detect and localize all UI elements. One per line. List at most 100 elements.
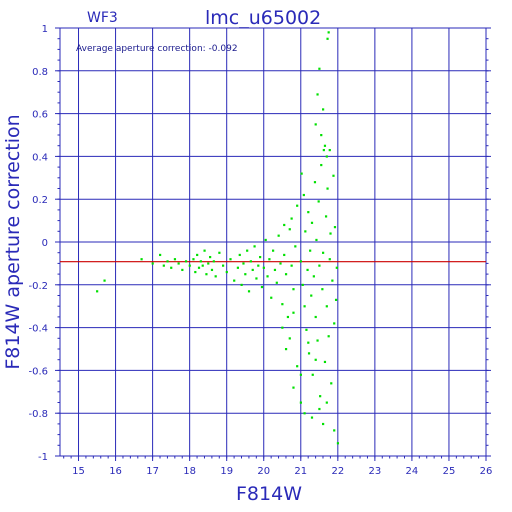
data-point [299, 401, 302, 404]
data-point [240, 283, 243, 286]
data-point [247, 290, 251, 293]
data-point [205, 273, 208, 276]
data-point [203, 249, 206, 252]
data-point [283, 223, 286, 227]
data-point [296, 204, 299, 207]
data-point [299, 260, 302, 263]
data-point [317, 200, 320, 203]
data-point [329, 232, 332, 235]
data-point [300, 172, 303, 175]
data-point [268, 258, 271, 261]
x-tick-label: 17 [146, 466, 159, 477]
data-point [326, 37, 329, 40]
data-point [334, 298, 338, 301]
data-point [264, 238, 267, 242]
data-point [159, 253, 162, 257]
tick-label-layer: 15 16 17 18 19 20 21 22 23 24 25 26 -1 -0.8 -0.6 -0.4 -0… [28, 24, 492, 477]
data-point [266, 275, 269, 278]
data-point [140, 258, 143, 261]
data-point [310, 416, 314, 419]
data-point [210, 268, 214, 272]
data-point [221, 264, 225, 267]
data-point [212, 260, 215, 263]
data-point [284, 348, 288, 351]
data-point [270, 296, 273, 299]
data-point [310, 221, 314, 224]
data-point [251, 268, 254, 272]
x-tick-label: 16 [109, 466, 122, 477]
data-point [303, 412, 306, 415]
data-point [307, 341, 310, 344]
data-point [253, 245, 256, 248]
x-axis-label: F814W [236, 483, 302, 505]
data-point [260, 285, 264, 289]
data-point [288, 228, 291, 231]
x-tick-label: 22 [331, 466, 344, 477]
data-point [332, 174, 335, 177]
data-point [304, 230, 307, 233]
data-point [336, 442, 340, 445]
data-point [322, 251, 325, 254]
data-point [325, 305, 328, 308]
data-point [194, 270, 197, 274]
data-point [327, 31, 330, 34]
data-point [273, 268, 277, 272]
data-point [325, 401, 328, 404]
data-point [279, 262, 282, 265]
x-tick-label: 26 [480, 466, 493, 477]
data-point [288, 337, 291, 340]
y-tick-label: 0.2 [32, 195, 48, 206]
data-point [320, 163, 323, 167]
data-point [281, 326, 284, 329]
data-point [306, 268, 309, 272]
data-point [259, 255, 262, 259]
average-annotation: Average aperture correction: -0.092 [76, 44, 238, 54]
x-tick-label: 18 [183, 466, 196, 477]
data-point [333, 322, 336, 325]
data-point [333, 429, 336, 432]
data-point [197, 266, 201, 269]
data-point [255, 277, 258, 280]
data-point [181, 268, 184, 272]
data-point [305, 328, 308, 331]
data-point [283, 253, 286, 257]
data-point [196, 253, 199, 257]
chart-title: lmc_u65002 [205, 7, 321, 29]
data-point [326, 187, 329, 190]
data-point [225, 270, 228, 274]
data-point [229, 258, 232, 261]
data-point [238, 253, 241, 257]
data-point [309, 249, 312, 252]
y-tick-label: 0.4 [32, 152, 48, 163]
y-tick-label: -0.2 [28, 281, 48, 292]
data-point [96, 290, 99, 293]
data-point [335, 266, 338, 269]
y-tick-label: -0.6 [28, 366, 48, 377]
y-tick-label: -0.4 [28, 324, 48, 335]
data-point [314, 315, 317, 319]
data-point [292, 386, 295, 389]
data-point [272, 249, 275, 252]
y-tick-label: 0.6 [32, 110, 48, 121]
data-point [166, 260, 169, 263]
y-axis-label: F814W aperture correction [2, 114, 24, 369]
data-point [314, 123, 317, 126]
data-point [218, 251, 221, 254]
data-point [316, 93, 319, 96]
data-point [323, 360, 327, 364]
data-point [170, 266, 173, 269]
x-tick-label: 20 [257, 466, 270, 477]
data-point [307, 352, 311, 355]
data-point [322, 108, 325, 111]
data-point [330, 382, 333, 385]
data-point [320, 134, 323, 137]
data-points-layer [96, 31, 340, 445]
data-point [331, 279, 334, 282]
data-point [177, 262, 180, 265]
data-point [324, 215, 328, 218]
y-tick-label: 0.8 [32, 67, 48, 78]
y-tick-label: -0.8 [28, 409, 48, 420]
data-point [319, 395, 322, 398]
data-point [311, 373, 314, 376]
